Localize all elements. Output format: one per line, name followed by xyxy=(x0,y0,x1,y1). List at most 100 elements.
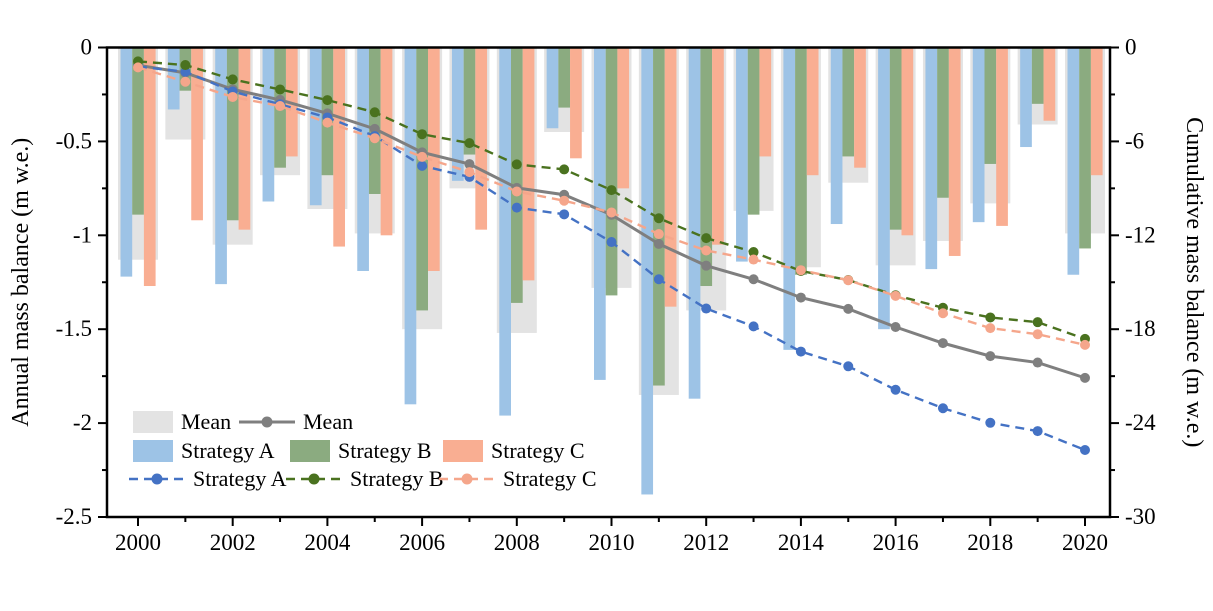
bar-strategy-c-2016 xyxy=(901,47,914,236)
bar-strategy-b-2006 xyxy=(416,47,428,311)
bar-strategy-b-2005 xyxy=(368,47,381,194)
legend-label-strategy-c: Strategy C xyxy=(503,466,597,491)
marker-strategy-a-2009 xyxy=(559,209,570,220)
bar-strategy-b-2012 xyxy=(700,47,713,287)
x-tick-label: 2008 xyxy=(494,530,540,555)
legend-label-strategy-b: Strategy B xyxy=(350,466,444,491)
left-tick-label: -2 xyxy=(73,410,92,435)
legend-label-strategy-c: Strategy C xyxy=(491,438,585,463)
legend-marker-strategy-a xyxy=(151,473,163,485)
marker-strategy-c-2006 xyxy=(417,151,428,162)
marker-strategy-c-2018 xyxy=(985,323,996,334)
marker-strategy-c-2017 xyxy=(937,308,948,319)
bar-strategy-a-2005 xyxy=(357,47,369,271)
marker-strategy-c-2012 xyxy=(701,245,712,256)
x-tick-label: 2012 xyxy=(683,530,729,555)
legend-marker-strategy-c xyxy=(461,473,473,485)
marker-strategy-a-2010 xyxy=(606,237,617,248)
legend-marker-strategy-b xyxy=(308,473,320,485)
marker-strategy-b-2010 xyxy=(606,185,617,196)
bar-strategy-c-2019 xyxy=(1043,47,1056,121)
bar-strategy-c-2015 xyxy=(854,47,866,168)
bar-strategy-c-2012 xyxy=(712,47,724,245)
x-tick-label: 2006 xyxy=(399,530,445,555)
marker-mean-2014 xyxy=(795,292,806,303)
legend-label-strategy-a: Strategy A xyxy=(181,438,275,463)
marker-mean-2016 xyxy=(890,322,901,333)
bar-strategy-a-2002 xyxy=(215,47,227,285)
marker-strategy-b-2002 xyxy=(227,74,238,85)
bar-strategy-c-2002 xyxy=(238,47,251,230)
legend: Mean Mean Strategy A Strategy B Strategy C St… xyxy=(129,409,597,491)
right-tick-label: -30 xyxy=(1125,504,1156,529)
marker-strategy-b-2019 xyxy=(1032,317,1043,328)
right-tick-label: -18 xyxy=(1125,316,1156,341)
bar-strategy-a-2010 xyxy=(594,47,606,380)
bar-strategy-a-2017 xyxy=(925,47,938,270)
bar-strategy-a-2015 xyxy=(830,47,843,225)
marker-strategy-a-2017 xyxy=(937,403,948,414)
marker-strategy-b-2006 xyxy=(417,129,428,140)
bar-strategy-a-2016 xyxy=(878,47,890,330)
marker-strategy-a-2019 xyxy=(1032,426,1043,437)
bar-strategy-a-2020 xyxy=(1067,47,1080,275)
legend-label-mean: Mean xyxy=(303,409,353,434)
tick-labels: 0 -0.5 -1 -1.5 -2 -2.5 0 -6 -12 -18 -24 -30 2000 2002… xyxy=(56,35,1157,556)
marker-strategy-a-2011 xyxy=(653,274,664,285)
bar-strategy-b-2017 xyxy=(937,47,949,198)
marker-strategy-b-2003 xyxy=(275,84,286,95)
bar-strategy-c-2005 xyxy=(380,47,393,236)
marker-strategy-c-2016 xyxy=(890,290,901,301)
bar-strategy-a-2003 xyxy=(262,47,275,202)
right-tick-label: -12 xyxy=(1125,222,1156,247)
marker-strategy-b-2009 xyxy=(559,164,570,175)
marker-strategy-a-2012 xyxy=(701,303,712,314)
marker-strategy-a-2015 xyxy=(843,361,854,372)
marker-strategy-c-2020 xyxy=(1080,339,1090,350)
bar-strategy-b-2019 xyxy=(1031,47,1044,104)
left-tick-label: -1 xyxy=(73,222,92,247)
marker-strategy-c-2010 xyxy=(606,207,617,218)
marker-strategy-a-2008 xyxy=(511,202,522,213)
marker-strategy-c-2015 xyxy=(843,275,854,286)
left-axis-title: Annual mass balance (m w.e.) xyxy=(8,138,34,427)
marker-strategy-c-2014 xyxy=(795,265,806,276)
marker-strategy-a-2006 xyxy=(417,160,428,171)
marker-strategy-b-2012 xyxy=(701,233,712,244)
bar-strategy-c-2004 xyxy=(333,47,345,247)
bar-strategy-c-2014 xyxy=(806,47,819,176)
bar-strategy-c-2007 xyxy=(475,47,488,230)
bar-strategy-a-2013 xyxy=(736,47,748,262)
marker-strategy-c-2007 xyxy=(464,167,475,178)
marker-strategy-c-2000 xyxy=(133,62,143,73)
bar-strategy-b-2020 xyxy=(1079,47,1091,249)
bar-strategy-a-2007 xyxy=(451,47,464,181)
marker-mean-2017 xyxy=(937,338,948,349)
bar-strategy-b-2007 xyxy=(463,47,476,155)
legend-label-strategy-b: Strategy B xyxy=(338,438,432,463)
bar-strategy-b-2009 xyxy=(558,47,571,108)
left-tick-label: -2.5 xyxy=(56,504,92,529)
marker-mean-2015 xyxy=(843,303,854,314)
left-tick-label: -1.5 xyxy=(56,316,92,341)
legend-label-strategy-a: Strategy A xyxy=(193,466,287,491)
marker-strategy-c-2019 xyxy=(1032,329,1043,340)
bar-strategy-a-2018 xyxy=(972,47,985,223)
bar-strategy-b-2013 xyxy=(747,47,760,215)
marker-strategy-b-2008 xyxy=(511,159,522,170)
marker-strategy-a-2014 xyxy=(795,346,806,357)
marker-strategy-b-2004 xyxy=(322,95,333,106)
bar-strategy-b-2000 xyxy=(132,47,144,215)
x-tick-label: 2004 xyxy=(304,530,351,555)
legend-label-mean: Mean xyxy=(181,409,231,434)
lines-layer xyxy=(133,56,1090,456)
bar-strategy-c-2020 xyxy=(1090,47,1103,176)
marker-strategy-b-2011 xyxy=(653,213,664,224)
bar-strategy-b-2010 xyxy=(605,47,618,296)
x-tick-label: 2000 xyxy=(115,530,161,555)
x-tick-label: 2014 xyxy=(778,530,825,555)
right-tick-label: -6 xyxy=(1125,128,1144,153)
bar-strategy-c-2011 xyxy=(664,47,677,307)
